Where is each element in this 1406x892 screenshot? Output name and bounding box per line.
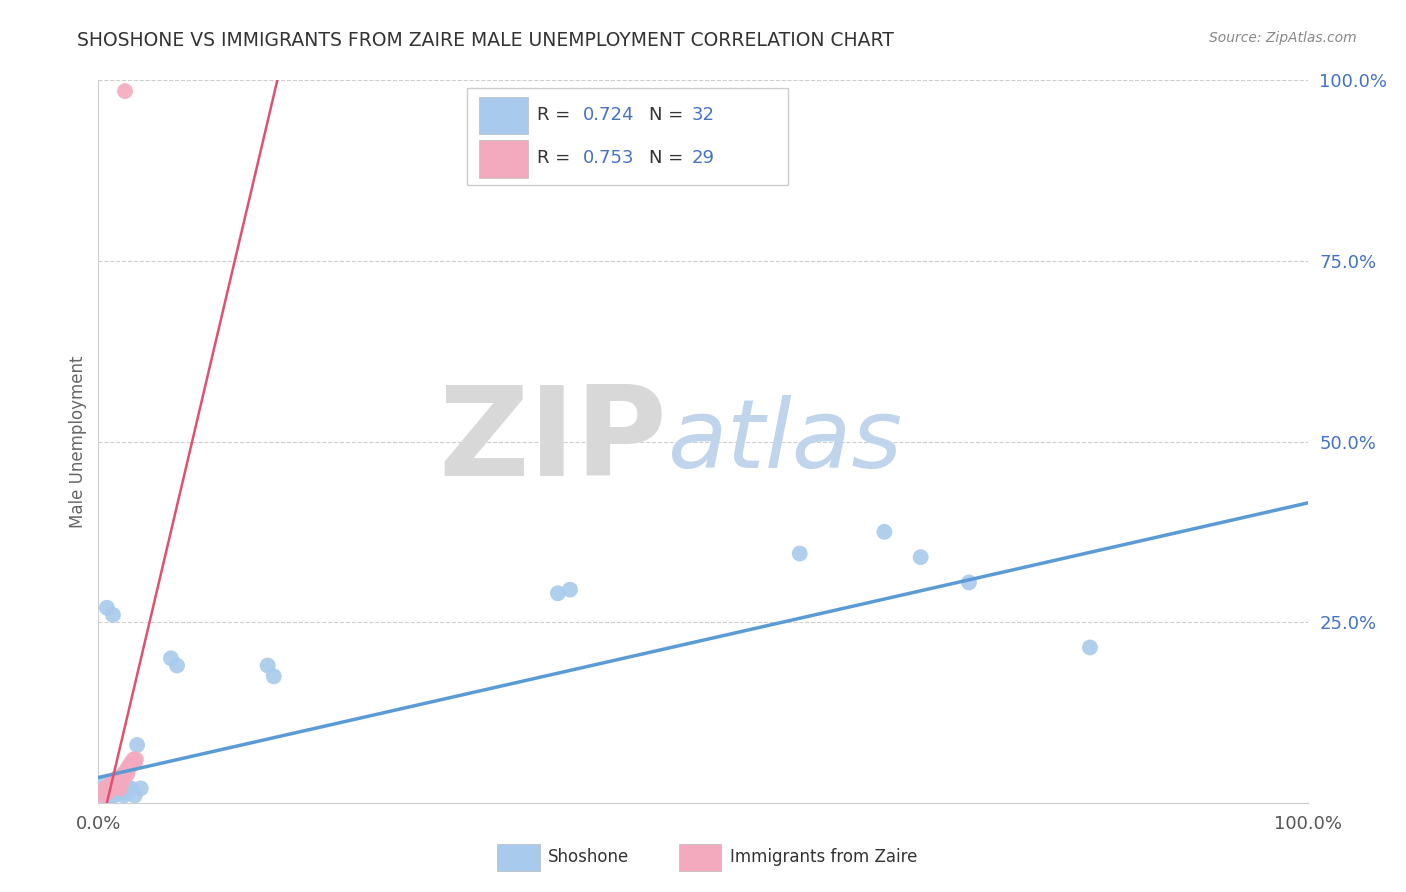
Text: N =: N = [648, 106, 689, 124]
Y-axis label: Male Unemployment: Male Unemployment [69, 355, 87, 528]
Point [100, 789, 122, 803]
Point [103, 774, 125, 789]
Point [115, 764, 138, 778]
Text: N =: N = [648, 149, 689, 168]
Point [910, 550, 932, 565]
Point [114, 84, 136, 98]
Point [98, 781, 121, 796]
Point [108, 774, 131, 789]
Point [160, 651, 183, 665]
Text: Shoshone: Shoshone [548, 848, 630, 866]
Point [94, 785, 117, 799]
Point [873, 524, 896, 539]
Text: ZIP: ZIP [439, 381, 666, 502]
Point [120, 781, 142, 796]
Point [1078, 640, 1101, 655]
Point [101, 781, 124, 796]
Point [103, 789, 125, 803]
Point [101, 607, 124, 622]
Bar [679, 844, 721, 871]
Point [121, 756, 143, 770]
Point [118, 760, 141, 774]
Text: 29: 29 [692, 149, 716, 168]
Bar [479, 140, 527, 178]
Point [108, 781, 131, 796]
Text: 0.724: 0.724 [583, 106, 634, 124]
Point [117, 767, 139, 781]
Point [93, 781, 115, 796]
Point [112, 767, 135, 781]
Text: R =: R = [537, 149, 576, 168]
Point [111, 774, 134, 789]
Point [110, 785, 132, 799]
Bar [479, 97, 527, 135]
Point [558, 582, 581, 597]
Point [118, 760, 141, 774]
Point [789, 547, 811, 561]
Bar [467, 87, 787, 185]
Point [125, 752, 148, 766]
Point [97, 785, 120, 799]
Point [547, 586, 569, 600]
Point [97, 789, 120, 803]
Text: atlas: atlas [666, 395, 901, 488]
Point [100, 778, 122, 792]
Point [120, 756, 142, 770]
Point [124, 789, 146, 803]
Bar [498, 844, 540, 871]
Point [111, 774, 134, 789]
Point [96, 600, 118, 615]
Text: Immigrants from Zaire: Immigrants from Zaire [730, 848, 917, 866]
Text: R =: R = [537, 106, 576, 124]
Point [115, 785, 138, 799]
Point [114, 767, 136, 781]
Point [105, 785, 128, 799]
Point [118, 781, 141, 796]
Point [957, 575, 980, 590]
Point [96, 781, 118, 796]
Point [107, 771, 129, 785]
Point [104, 774, 127, 789]
Point [112, 789, 135, 803]
Point [100, 781, 122, 796]
Point [105, 778, 128, 792]
Point [129, 781, 152, 796]
Point [124, 756, 146, 770]
Point [91, 789, 114, 803]
Point [166, 658, 188, 673]
Text: SHOSHONE VS IMMIGRANTS FROM ZAIRE MALE UNEMPLOYMENT CORRELATION CHART: SHOSHONE VS IMMIGRANTS FROM ZAIRE MALE U… [77, 31, 894, 50]
Text: 32: 32 [692, 106, 716, 124]
Point [100, 778, 122, 792]
Point [122, 752, 145, 766]
Point [263, 669, 285, 683]
Point [110, 771, 132, 785]
Point [108, 774, 131, 789]
Point [94, 785, 117, 799]
Point [98, 789, 121, 803]
Point [256, 658, 278, 673]
Text: Source: ZipAtlas.com: Source: ZipAtlas.com [1209, 31, 1357, 45]
Point [127, 738, 149, 752]
Text: 0.753: 0.753 [583, 149, 634, 168]
Point [93, 778, 115, 792]
Point [91, 785, 114, 799]
